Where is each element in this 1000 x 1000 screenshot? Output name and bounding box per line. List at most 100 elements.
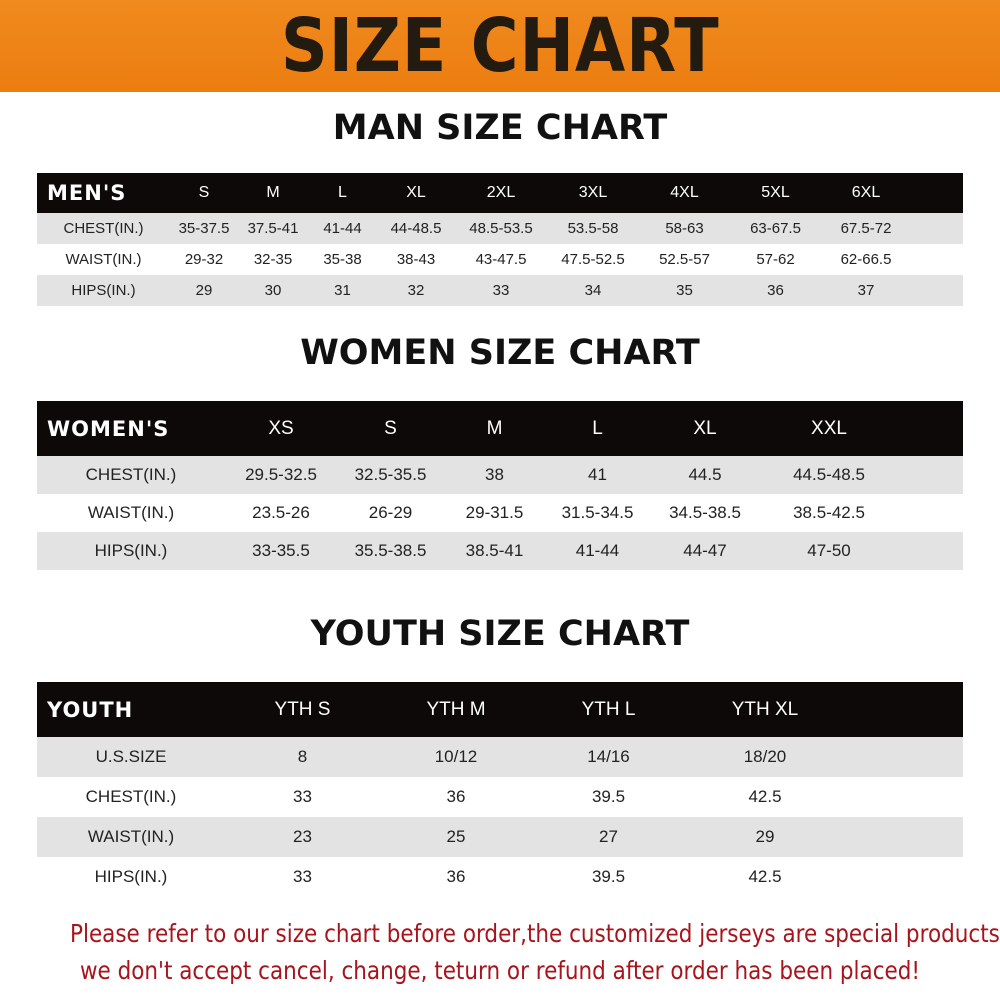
row-label: U.S.SIZE (95, 747, 167, 766)
table-cell: 29-32 (184, 251, 224, 268)
table-header-row: WOMEN'S XS S M L XL XXL (37, 401, 963, 456)
table-cell: L (592, 417, 603, 439)
row-label: CHEST(IN.) (85, 787, 177, 806)
table-cell: 39.5 (591, 867, 626, 886)
table-cell: 31.5-34.5 (561, 503, 634, 522)
table-cell: 38-43 (396, 251, 436, 268)
table-cell: 37 (857, 282, 875, 299)
row-label: HIPS(IN.) (94, 541, 168, 560)
men-section-title: MAN SIZE CHART (332, 108, 668, 148)
table-cell: 35-37.5 (178, 220, 230, 237)
row-label: HIPS(IN.) (71, 282, 136, 299)
table-cell: 18/20 (743, 747, 787, 766)
table-cell: 10/12 (434, 747, 478, 766)
table-cell: 44.5 (688, 465, 722, 484)
table-cell: 44-47 (683, 541, 727, 560)
youth-size-table: YOUTH YTH S YTH M YTH L YTH XL U.S.SIZE 8 10/12… (37, 682, 963, 897)
table-row: WAIST(IN.) 23.5-26 26-29 29-31.5 31.5-34.5 34… (37, 494, 963, 532)
table-row: WAIST(IN.) 29-32 32-35 35-38 38-43 43-47.5 47.… (37, 244, 963, 275)
table-cell: 62-66.5 (840, 251, 892, 268)
table-cell: 27 (599, 827, 618, 846)
policy-note-line-1: Please refer to our size chart before or… (70, 919, 1000, 948)
policy-note-line-2: we don't accept cancel, change, teturn o… (79, 956, 921, 985)
table-cell: 33 (293, 787, 312, 806)
table-cell: 36 (767, 282, 784, 299)
page-title: SIZE CHART (280, 3, 720, 89)
table-cell: 29.5-32.5 (245, 465, 317, 484)
row-label: WAIST(IN.) (65, 251, 142, 268)
table-cell: 23 (293, 827, 312, 846)
table-cell: 2XL (486, 184, 516, 201)
table-cell: YTH XL (731, 698, 799, 720)
table-cell: 48.5-53.5 (469, 220, 533, 237)
table-cell: 8 (297, 747, 308, 766)
table-cell: XL (693, 417, 717, 439)
table-cell: M (486, 417, 503, 439)
row-label: WAIST(IN.) (87, 827, 175, 846)
women-section-title: WOMEN SIZE CHART (300, 333, 700, 373)
table-cell: 39.5 (591, 787, 626, 806)
table-cell: YTH M (426, 698, 486, 720)
table-cell: 63-67.5 (750, 220, 801, 237)
table-cell: 34 (584, 282, 602, 299)
table-row: HIPS(IN.) 33-35.5 35.5-38.5 38.5-41 41-44 44-… (37, 532, 963, 570)
table-cell: XL (406, 184, 426, 201)
table-cell: 29-31.5 (465, 503, 524, 522)
table-cell: 41-44 (575, 541, 620, 560)
table-cell: 33 (293, 867, 312, 886)
table-row: HIPS(IN.) 33 36 39.5 42.5 (37, 857, 963, 897)
table-cell: 23.5-26 (252, 503, 310, 522)
table-cell: YTH L (581, 698, 636, 720)
table-cell: S (384, 417, 397, 439)
table-cell: 36 (446, 787, 466, 806)
table-cell: 5XL (761, 184, 790, 201)
table-cell: 31 (334, 282, 351, 299)
table-cell: 33 (492, 282, 510, 299)
table-cell: 67.5-72 (840, 220, 892, 237)
row-label: CHEST(IN.) (63, 220, 144, 237)
table-cell: 43-47.5 (475, 251, 527, 268)
table-cell: 42.5 (748, 787, 782, 806)
row-label: MEN'S (47, 181, 127, 205)
table-cell: YTH S (274, 698, 331, 720)
table-cell: 29 (755, 827, 775, 846)
table-cell: 26-29 (368, 503, 413, 522)
table-cell: 37.5-41 (247, 220, 299, 237)
men-size-table: MEN'S S M L XL 2XL 3XL 4XL 5XL 6XL CHEST(IN.) 35-37… (37, 173, 963, 306)
table-cell: 4XL (670, 184, 699, 201)
table-cell: 33-35.5 (252, 541, 310, 560)
table-cell: 38.5-42.5 (793, 503, 865, 522)
table-cell: 32-35 (253, 251, 293, 268)
table-cell: M (266, 184, 280, 201)
table-cell: 30 (264, 282, 282, 299)
table-cell: 32.5-35.5 (354, 465, 427, 484)
table-cell: 36 (446, 867, 466, 886)
title-banner: SIZE CHART (0, 0, 1000, 92)
row-label: YOUTH (47, 697, 134, 722)
table-cell: 47-50 (807, 541, 851, 560)
table-cell: 35 (676, 282, 693, 299)
row-label: CHEST(IN.) (85, 465, 177, 484)
table-cell: 38.5-41 (465, 541, 524, 560)
table-row: U.S.SIZE 8 10/12 14/16 18/20 (37, 737, 963, 777)
table-cell: 58-63 (665, 220, 704, 237)
table-cell: 29 (195, 282, 213, 299)
table-cell: 52.5-57 (659, 251, 710, 268)
table-row: CHEST(IN.) 35-37.5 37.5-41 41-44 44-48.5 48.5… (37, 213, 963, 244)
table-cell: 25 (446, 827, 466, 846)
table-cell: 34.5-38.5 (669, 503, 741, 522)
table-cell: XS (268, 417, 294, 439)
table-cell: XXL (811, 417, 847, 439)
women-size-table: WOMEN'S XS S M L XL XXL CHEST(IN.) 29.5-32.5 32.5… (37, 401, 963, 570)
youth-section-title: YOUTH SIZE CHART (310, 614, 690, 654)
table-cell: 32 (407, 282, 425, 299)
row-label: WOMEN'S (47, 416, 170, 441)
table-header-row: YOUTH YTH S YTH M YTH L YTH XL (37, 682, 963, 737)
table-cell: 35.5-38.5 (354, 541, 427, 560)
table-cell: 14/16 (587, 747, 630, 766)
table-row: CHEST(IN.) 33 36 39.5 42.5 (37, 777, 963, 817)
table-cell: L (338, 184, 347, 201)
table-cell: 47.5-52.5 (561, 251, 625, 268)
table-header-row: MEN'S S M L XL 2XL 3XL 4XL 5XL 6XL (37, 173, 963, 213)
row-label: WAIST(IN.) (87, 503, 175, 522)
